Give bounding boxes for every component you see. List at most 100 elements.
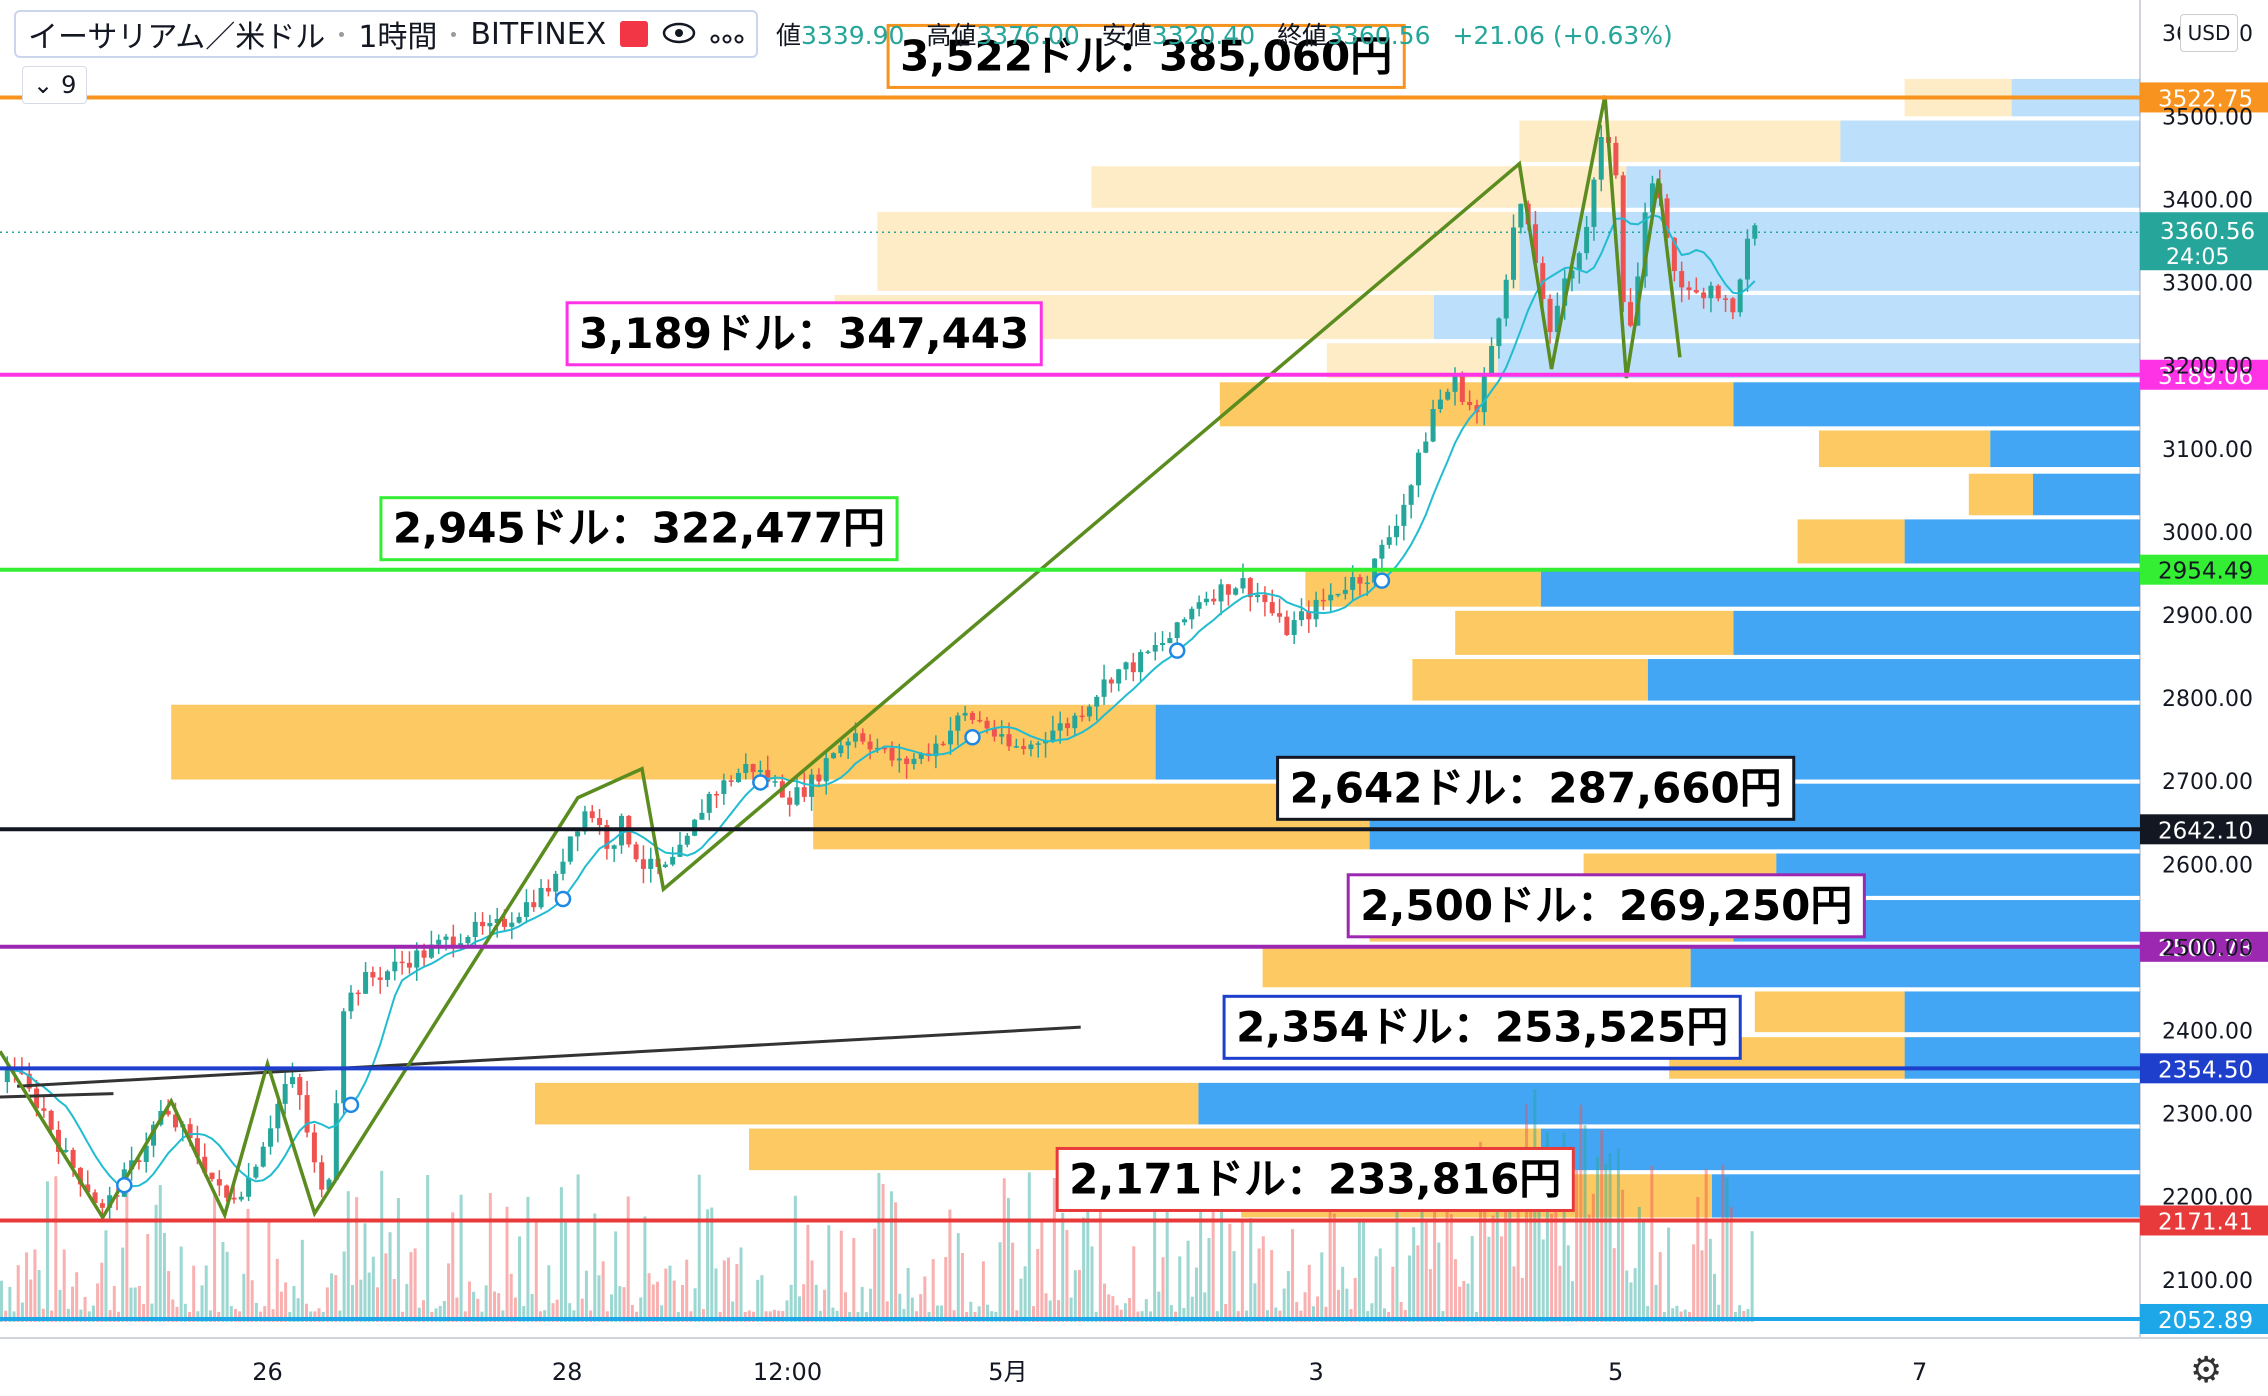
volume-bar <box>401 1311 405 1322</box>
volume-bar <box>843 1292 847 1322</box>
ohlc-readout: 値3339.90 高値3376.00 安値3320.40 終値3360.56 +… <box>776 16 1687 52</box>
candle <box>1569 270 1575 279</box>
candle <box>443 936 449 940</box>
volume-bar <box>1036 1249 1040 1322</box>
volume-profile-sell <box>1712 1174 2140 1218</box>
volume-bar <box>71 1286 75 1322</box>
volume-bar <box>1249 1218 1253 1322</box>
volume-bar <box>772 1309 776 1322</box>
volume-bar <box>484 1285 488 1322</box>
candle <box>1730 298 1736 313</box>
candle <box>1123 662 1129 670</box>
volume-bar <box>1103 1283 1107 1322</box>
volume-bar <box>1746 1308 1750 1322</box>
volume-bar <box>760 1275 764 1322</box>
candle <box>77 1167 83 1185</box>
eye-icon[interactable] <box>662 17 696 52</box>
volume-bar <box>271 1309 275 1322</box>
high-value: 3376.00 <box>976 21 1080 50</box>
volume-bar <box>1002 1178 1006 1322</box>
candle <box>1723 298 1729 300</box>
volume-bar <box>1453 1259 1457 1322</box>
candle <box>231 1197 237 1200</box>
volume-bar <box>1015 1310 1019 1322</box>
volume-bar <box>1211 1168 1215 1322</box>
volume-bar <box>309 1311 313 1322</box>
candle <box>341 1011 347 1104</box>
volume-bar <box>200 1285 204 1322</box>
indicator-toggle[interactable]: ⌄ 9 <box>22 66 88 104</box>
candle <box>1386 537 1392 545</box>
volume-bar <box>1579 1104 1583 1322</box>
volume-bar <box>1445 1185 1449 1322</box>
volume-bar <box>1378 1248 1382 1322</box>
candle <box>1379 544 1385 559</box>
volume-bar <box>1341 1266 1345 1322</box>
candle <box>1415 452 1421 486</box>
volume-bar <box>1637 1206 1641 1322</box>
candle <box>801 787 807 797</box>
candle <box>304 1095 310 1133</box>
volume-bar <box>572 1310 576 1322</box>
candle <box>955 715 961 731</box>
volume-bar <box>538 1311 542 1322</box>
volume-bar <box>1199 1191 1203 1322</box>
candle <box>1489 346 1495 375</box>
alert-marker <box>1168 642 1186 659</box>
volume-bar <box>923 1276 927 1322</box>
volume-bar <box>1633 1268 1637 1322</box>
flag-icon[interactable] <box>620 21 649 47</box>
candle <box>216 1179 222 1186</box>
candle <box>1247 578 1253 598</box>
volume-bar <box>367 1272 371 1322</box>
currency-button[interactable]: USD <box>2180 14 2238 52</box>
volume-bar <box>1228 1223 1232 1322</box>
volume-profile-sell <box>1690 945 2140 988</box>
volume-bar <box>1512 1266 1516 1322</box>
candle <box>523 902 529 917</box>
volume-bar <box>1516 1205 1520 1322</box>
volume-bar <box>823 1289 827 1322</box>
volume-bar <box>1558 1265 1562 1322</box>
volume-bar <box>701 1309 705 1322</box>
candle <box>436 939 442 945</box>
volume-bar <box>647 1273 651 1322</box>
candle <box>26 1073 32 1089</box>
level-tag-bg <box>2140 1303 2268 1334</box>
volume-bar <box>426 1175 430 1322</box>
level-tag-bg <box>2140 82 2268 113</box>
candle <box>1269 602 1275 614</box>
exchange-label: BITFINEX <box>470 16 607 52</box>
volume-bar <box>1069 1297 1073 1322</box>
volume-bar <box>839 1230 843 1322</box>
alert-marker <box>752 774 769 791</box>
volume-bar <box>818 1310 822 1322</box>
volume-bar <box>969 1301 973 1322</box>
x-tick-label: 26 <box>252 1358 283 1386</box>
y-tick-label: 2100.00 <box>2162 1269 2253 1294</box>
candle <box>194 1138 200 1157</box>
volume-bar <box>1224 1303 1228 1322</box>
candle <box>823 758 829 782</box>
volume-bar <box>1161 1257 1165 1322</box>
volume-bar <box>1345 1288 1349 1322</box>
volume-bar <box>1713 1273 1717 1322</box>
volume-bar <box>881 1183 885 1322</box>
volume-bar <box>1303 1292 1307 1322</box>
gear-icon[interactable]: ⚙ <box>2190 1350 2223 1391</box>
level-tag-bg <box>2140 554 2268 585</box>
candle <box>838 745 844 754</box>
candle <box>1554 305 1560 333</box>
volume-bar <box>1140 1311 1144 1322</box>
volume-bar <box>125 1176 129 1322</box>
more-icon[interactable] <box>710 17 744 52</box>
volume-bar <box>931 1259 935 1322</box>
volume-bar <box>1641 1218 1645 1322</box>
symbol-header[interactable]: イーサリアム／米ドル 1時間 BITFINEX <box>14 10 759 58</box>
symbol-title[interactable]: イーサリアム／米ドル <box>28 20 326 55</box>
volume-bar <box>100 1262 104 1322</box>
interval-label[interactable]: 1時間 <box>358 20 438 55</box>
volume-bar <box>279 1291 283 1322</box>
volume-bar <box>898 1293 902 1322</box>
